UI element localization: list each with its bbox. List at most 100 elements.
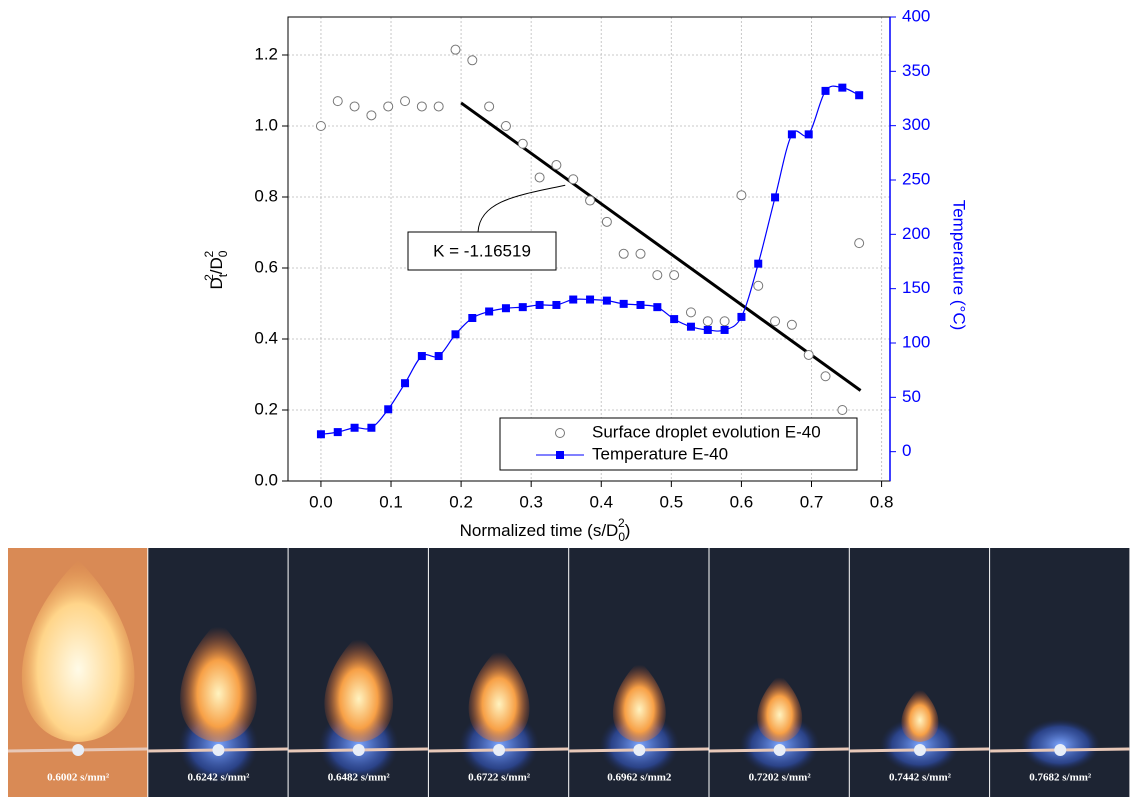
y-tick-label: 0.8 (254, 186, 278, 205)
data-point (771, 193, 779, 201)
y-axis-label-part: /D (207, 257, 226, 274)
data-point (417, 102, 426, 111)
droplet (774, 744, 786, 756)
legend-label: Temperature E-40 (592, 444, 728, 463)
droplet (72, 744, 84, 756)
data-point (317, 430, 325, 438)
data-point (822, 87, 830, 95)
droplet (1054, 744, 1066, 756)
y-axis-label-part: 0 (216, 250, 230, 257)
y2-tick-label: 100 (902, 332, 930, 351)
data-point (536, 301, 544, 309)
data-point (620, 300, 628, 308)
data-point (569, 175, 578, 184)
y-tick-label: 0.0 (254, 470, 278, 489)
data-point (334, 428, 342, 436)
data-point (333, 97, 342, 106)
photo-caption: 0.6962 s/mm2 (607, 772, 672, 784)
x-tick-label: 0.4 (589, 492, 613, 511)
data-point (787, 320, 796, 329)
x-tick-label: 0.7 (800, 492, 824, 511)
data-point (401, 97, 410, 106)
data-point (788, 130, 796, 138)
x-tick-label: 0.6 (730, 492, 754, 511)
data-point (637, 301, 645, 309)
data-point (855, 91, 863, 99)
data-point (468, 56, 477, 65)
data-point (603, 297, 611, 305)
data-point (619, 249, 628, 258)
page: 0.6002 s/mm² 0.6242 s/mm² 0.6482 s/mm² 0.67… (0, 0, 1132, 802)
data-point (771, 317, 780, 326)
photo-caption: 0.6722 s/mm² (468, 772, 531, 784)
data-point (670, 271, 679, 280)
plot-frame (288, 17, 890, 481)
photo-caption: 0.7202 s/mm² (749, 772, 812, 784)
data-point (821, 372, 830, 381)
y2-tick-label: 50 (902, 387, 921, 406)
data-point (535, 173, 544, 182)
photo-caption: 0.7682 s/mm² (1029, 772, 1092, 784)
photo-caption: 0.6002 s/mm² (47, 772, 110, 784)
y-axis-label-part: 2 (202, 251, 216, 258)
x-axis-label: Normalized time (s/D02) (460, 516, 631, 544)
data-point (720, 317, 729, 326)
data-point (754, 281, 763, 290)
y-tick-label: 0.2 (254, 399, 278, 418)
data-point (653, 303, 661, 311)
data-point (704, 326, 712, 334)
x-tick-label: 0.5 (660, 492, 684, 511)
data-point (855, 239, 864, 248)
photo-caption: 0.6242 s/mm² (187, 772, 250, 784)
data-point (351, 424, 359, 432)
legend-label: Surface droplet evolution E-40 (592, 422, 821, 441)
y-tick-label: 1.2 (254, 44, 278, 63)
data-point (552, 161, 561, 170)
data-point (569, 296, 577, 304)
droplet (493, 744, 505, 756)
data-point (737, 313, 745, 321)
data-point (384, 405, 392, 413)
droplet (633, 744, 645, 756)
figure: 0.6002 s/mm² 0.6242 s/mm² 0.6482 s/mm² 0.67… (0, 0, 1132, 797)
data-point (838, 84, 846, 92)
data-point (451, 330, 459, 338)
data-point (586, 296, 594, 304)
data-point (418, 352, 426, 360)
y2-axis-label: Temperature (°C) (950, 200, 969, 331)
data-point (636, 249, 645, 258)
data-point (653, 271, 662, 280)
data-point (552, 301, 560, 309)
data-point (670, 315, 678, 323)
annotation: K = -1.16519 (433, 241, 531, 260)
y-tick-label: 0.4 (254, 328, 278, 347)
data-point (737, 191, 746, 200)
data-point (468, 314, 476, 322)
droplet (353, 744, 365, 756)
y-tick-label: 1.0 (254, 115, 278, 134)
data-point (435, 352, 443, 360)
y2-tick-label: 0 (902, 441, 911, 460)
y2-tick-label: 400 (902, 6, 930, 25)
data-point (804, 350, 813, 359)
data-point (721, 326, 729, 334)
x-tick-label: 0.8 (870, 492, 894, 511)
data-point (703, 317, 712, 326)
data-point (501, 121, 510, 130)
y2-tick-label: 350 (902, 61, 930, 80)
x-tick-label: 0.2 (449, 492, 473, 511)
x-tick-label: 0.3 (519, 492, 543, 511)
legend-marker (556, 451, 564, 459)
x-axis-label-part: Normalized time (s/D (460, 521, 619, 540)
data-point (687, 323, 695, 331)
x-axis-label-part: ) (625, 521, 631, 540)
legend-marker (556, 429, 565, 438)
data-point (350, 102, 359, 111)
y2-tick-label: 250 (902, 169, 930, 188)
data-point (384, 102, 393, 111)
data-point (451, 45, 460, 54)
photo-strip: 0.6002 s/mm² 0.6242 s/mm² 0.6482 s/mm² 0.67… (8, 548, 1129, 797)
data-point (434, 102, 443, 111)
photo-caption: 0.6482 s/mm² (328, 772, 391, 784)
data-point (519, 303, 527, 311)
